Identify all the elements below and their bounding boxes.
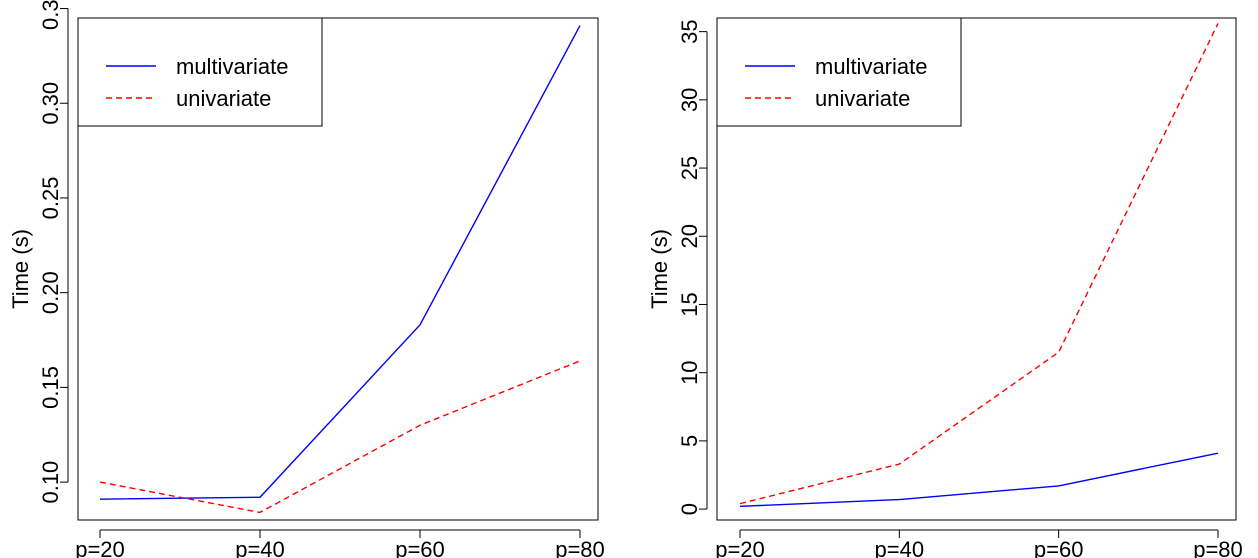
y-tick-label: 30 [677, 88, 702, 112]
legend-box [77, 17, 323, 127]
legend: multivariate univariate [716, 17, 962, 127]
y-tick-label: 5 [677, 435, 702, 447]
legend-label-multivariate: multivariate [176, 54, 288, 79]
y-tick-label: 35 [677, 19, 702, 43]
chart-panel-1: p=20 p=40 p=60 p=80 0.10 0.15 0.20 0.25 0.30 0.35… [8, 0, 605, 558]
y-tick-label: 0.15 [38, 366, 63, 409]
y-tick-label: 15 [677, 292, 702, 316]
chart-panel-2: p=20 p=40 p=60 p=80 0 5 10 15 20 25 30 35 Time (s) mu… [647, 17, 1243, 558]
legend-label-multivariate: multivariate [815, 54, 927, 79]
y-tick-label: 0.10 [38, 461, 63, 504]
y-tick-label: 20 [677, 224, 702, 248]
x-tick-label: p=40 [875, 537, 925, 558]
y-tick-label: 0.30 [38, 82, 63, 125]
plot-frame [716, 17, 1237, 521]
legend-box [716, 17, 962, 127]
y-tick-label: 25 [677, 156, 702, 180]
series-line-univariate [739, 23, 1219, 505]
y-tick-label: 0 [677, 503, 702, 515]
y-tick-label: 10 [677, 360, 702, 384]
plot-frame [77, 17, 599, 521]
legend-label-univariate: univariate [815, 86, 910, 111]
x-tick-label: p=60 [395, 537, 445, 558]
x-tick-label: p=20 [715, 537, 765, 558]
legend: multivariate univariate [77, 17, 323, 127]
y-tick-label: 0.20 [38, 271, 63, 314]
x-tick-label: p=80 [555, 537, 605, 558]
series-line-univariate [99, 360, 581, 514]
x-tick-label: p=20 [75, 537, 125, 558]
y-axis-title: Time (s) [647, 229, 672, 309]
y-axis-title: Time (s) [8, 229, 33, 309]
x-tick-label: p=60 [1034, 537, 1084, 558]
y-tick-label: 0.25 [38, 177, 63, 220]
legend-label-univariate: univariate [176, 86, 271, 111]
series-line-multivariate [739, 452, 1219, 508]
series-line-multivariate [99, 25, 581, 500]
x-tick-label: p=40 [235, 537, 285, 558]
y-tick-label: 0.35 [38, 0, 63, 30]
x-tick-label: p=80 [1193, 537, 1243, 558]
